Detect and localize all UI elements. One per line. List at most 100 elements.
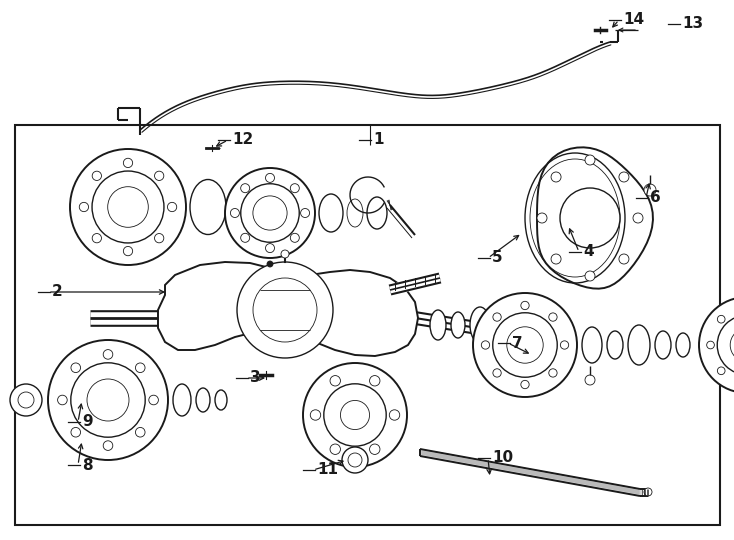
Ellipse shape (607, 331, 623, 359)
Circle shape (473, 293, 577, 397)
Circle shape (123, 246, 133, 256)
Circle shape (585, 271, 595, 281)
Circle shape (699, 297, 734, 393)
Circle shape (103, 349, 113, 359)
Circle shape (266, 244, 275, 253)
Text: 7: 7 (512, 335, 523, 350)
Circle shape (136, 363, 145, 373)
Text: 12: 12 (232, 132, 253, 147)
Circle shape (551, 254, 561, 264)
Circle shape (253, 278, 317, 342)
Text: 6: 6 (650, 191, 661, 206)
Ellipse shape (215, 390, 227, 410)
Text: 14: 14 (623, 12, 644, 28)
Text: 1: 1 (373, 132, 383, 147)
Text: 5: 5 (492, 251, 503, 266)
Circle shape (71, 363, 81, 373)
Circle shape (136, 428, 145, 437)
Ellipse shape (367, 197, 387, 229)
Circle shape (103, 441, 113, 450)
Text: 13: 13 (682, 17, 703, 31)
Circle shape (644, 488, 652, 496)
Circle shape (330, 376, 341, 386)
Ellipse shape (258, 192, 274, 222)
Bar (15, 125, 720, 525)
Circle shape (267, 261, 273, 267)
Circle shape (717, 315, 734, 375)
Circle shape (341, 401, 369, 429)
Ellipse shape (190, 179, 226, 234)
Circle shape (87, 379, 129, 421)
Circle shape (123, 158, 133, 167)
Text: 3: 3 (250, 370, 261, 386)
Circle shape (644, 184, 656, 196)
Ellipse shape (319, 194, 343, 232)
Text: 11: 11 (317, 462, 338, 477)
Circle shape (324, 384, 386, 446)
Ellipse shape (655, 331, 671, 359)
Circle shape (303, 363, 407, 467)
Ellipse shape (470, 307, 490, 343)
Circle shape (70, 363, 145, 437)
Circle shape (92, 233, 101, 243)
Circle shape (241, 233, 250, 242)
Circle shape (291, 184, 299, 193)
Circle shape (310, 410, 321, 420)
Circle shape (10, 384, 42, 416)
Text: 10: 10 (492, 450, 513, 465)
Circle shape (18, 392, 34, 408)
Circle shape (619, 172, 629, 182)
Circle shape (730, 328, 734, 362)
Ellipse shape (495, 312, 509, 338)
Circle shape (549, 313, 557, 321)
Circle shape (348, 453, 362, 467)
Circle shape (342, 447, 368, 473)
Circle shape (560, 188, 620, 248)
Ellipse shape (173, 384, 191, 416)
Circle shape (225, 168, 315, 258)
Circle shape (92, 171, 164, 243)
Circle shape (551, 172, 561, 182)
Text: 9: 9 (82, 415, 92, 429)
Circle shape (266, 173, 275, 183)
Circle shape (253, 196, 287, 230)
Circle shape (330, 444, 341, 455)
Ellipse shape (430, 310, 446, 340)
Circle shape (155, 171, 164, 180)
Circle shape (57, 395, 68, 405)
Circle shape (241, 184, 250, 193)
Ellipse shape (451, 312, 465, 338)
Text: 4: 4 (583, 245, 594, 260)
Circle shape (149, 395, 159, 405)
Circle shape (717, 315, 725, 323)
Ellipse shape (582, 327, 602, 363)
Circle shape (506, 327, 543, 363)
Text: 8: 8 (82, 457, 92, 472)
Ellipse shape (196, 388, 210, 412)
Polygon shape (537, 147, 653, 289)
Polygon shape (158, 262, 418, 356)
Circle shape (585, 375, 595, 385)
Circle shape (482, 341, 490, 349)
Circle shape (237, 262, 333, 358)
Circle shape (633, 213, 643, 223)
Circle shape (549, 369, 557, 377)
Circle shape (281, 250, 289, 258)
Circle shape (521, 380, 529, 389)
Circle shape (291, 233, 299, 242)
Ellipse shape (230, 187, 254, 227)
Circle shape (521, 301, 529, 309)
Circle shape (301, 208, 310, 218)
Circle shape (493, 313, 557, 377)
Circle shape (79, 202, 89, 212)
Circle shape (241, 184, 299, 242)
Circle shape (493, 369, 501, 377)
Circle shape (71, 428, 81, 437)
Circle shape (707, 341, 714, 349)
Circle shape (389, 410, 400, 420)
Circle shape (48, 340, 168, 460)
Text: 2: 2 (52, 285, 62, 300)
Circle shape (560, 341, 569, 349)
Ellipse shape (628, 325, 650, 365)
Circle shape (230, 208, 239, 218)
